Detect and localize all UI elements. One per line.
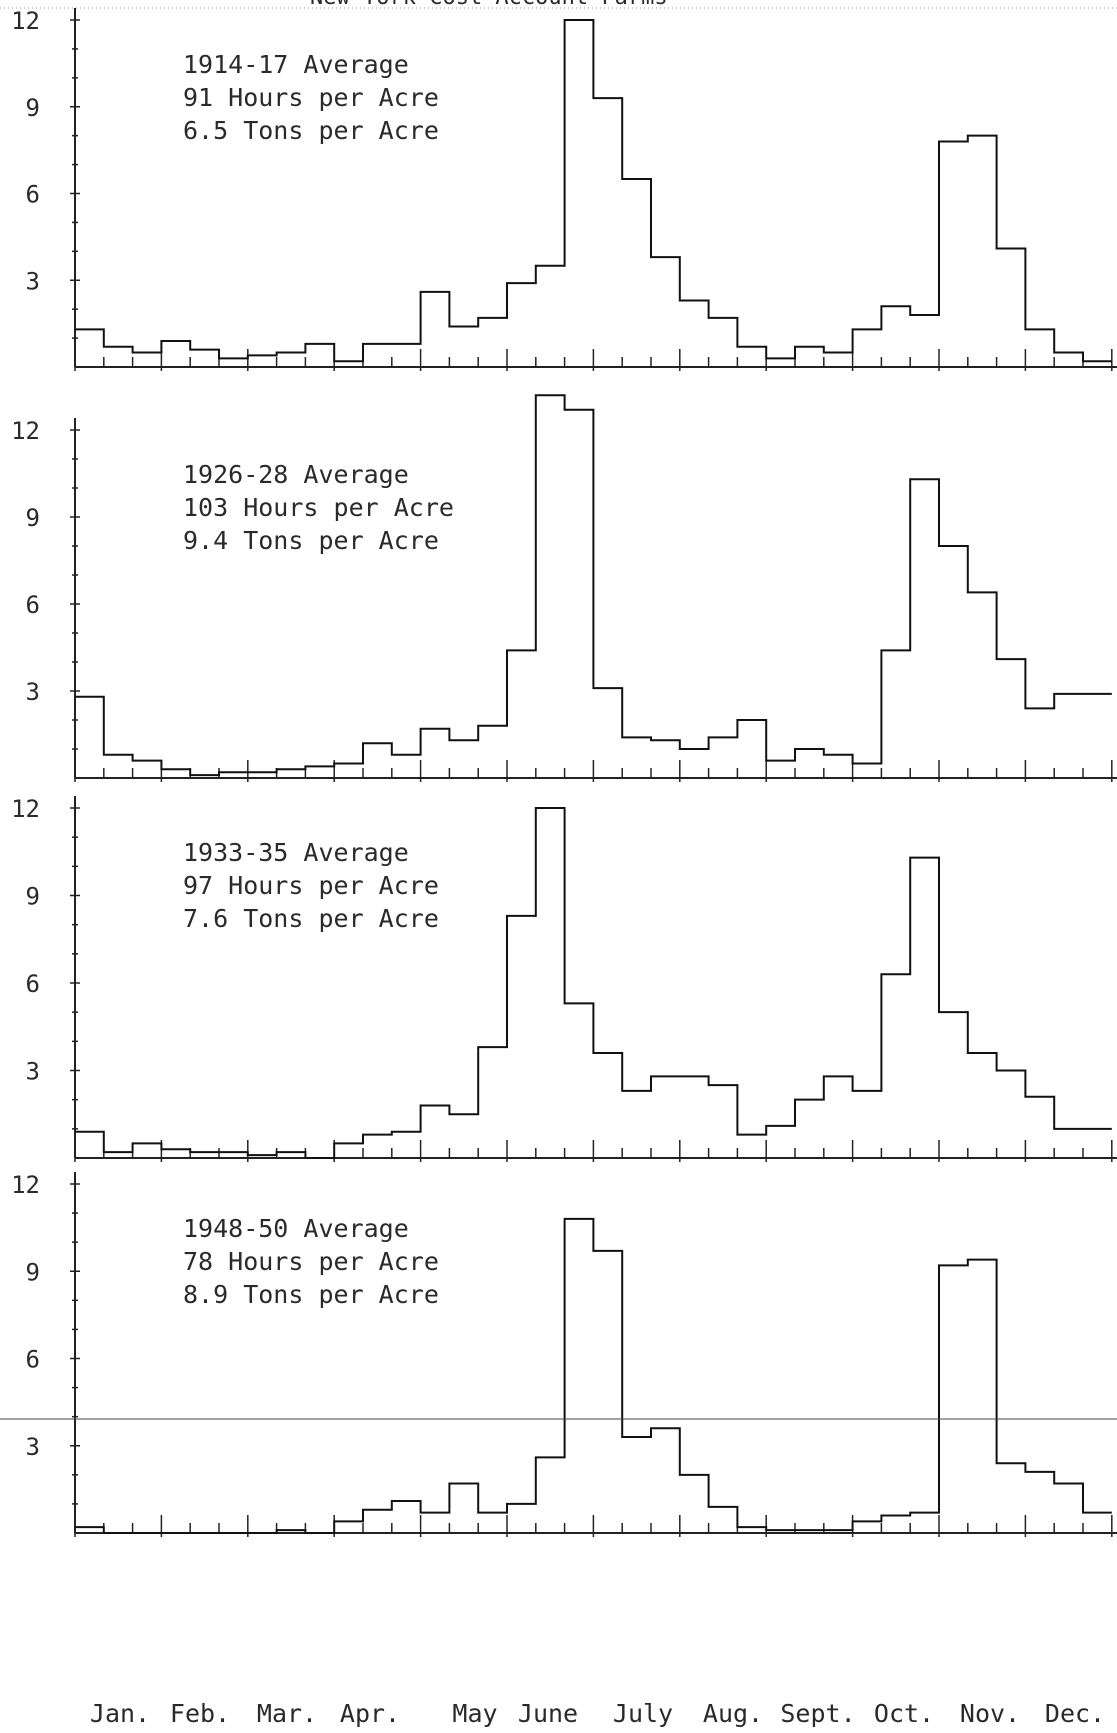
panel-4: 12 9 6 3 1948-50 Average 78 Hours per Acre 8.9… — [11, 1171, 1117, 1537]
header-fragment: New York Cost Account Farms — [310, 0, 668, 10]
y-tick-label: 6 — [26, 970, 40, 998]
y-tick-label: 3 — [26, 678, 40, 706]
month-label: Jan. — [90, 1699, 150, 1728]
y-tick-label: 9 — [26, 504, 40, 532]
y-tick-label: 9 — [26, 1258, 40, 1286]
month-label: Dec. — [1045, 1699, 1105, 1728]
panel-2: 12 9 6 3 1926-28 Average 103 Hours per Acre 9.… — [11, 394, 1117, 782]
y-tick-label: 9 — [26, 883, 40, 911]
y-tick-label: 9 — [26, 94, 40, 122]
panel-annotation-line: 103 Hours per Acre — [183, 493, 454, 522]
y-tick-label: 12 — [11, 795, 40, 823]
month-label: Nov. — [960, 1699, 1020, 1728]
y-tick-label: 6 — [26, 1346, 40, 1374]
panel-annotation-line: 1933-35 Average — [183, 838, 409, 867]
y-tick-label: 12 — [11, 417, 40, 445]
y-tick-label: 3 — [26, 1433, 40, 1461]
panel-annotation-line: 1948-50 Average — [183, 1214, 409, 1243]
y-tick-label: 12 — [11, 7, 40, 35]
panel-annotation-line: 1926-28 Average — [183, 460, 409, 489]
panel-annotation-line: 1914-17 Average — [183, 50, 409, 79]
panel-3: 12 9 6 3 1933-35 Average 97 Hours per Acre 7.6… — [11, 795, 1117, 1162]
y-tick-label: 3 — [26, 267, 40, 295]
month-label: Aug. — [703, 1699, 763, 1728]
month-label: Mar. — [257, 1699, 317, 1728]
y-tick-label: 6 — [26, 591, 40, 619]
panel-annotation-line: 8.9 Tons per Acre — [183, 1280, 439, 1309]
series-step-line — [75, 1217, 1112, 1534]
series-step-line — [75, 19, 1112, 363]
panel-annotation-line: 7.6 Tons per Acre — [183, 904, 439, 933]
panel-annotation-line: 97 Hours per Acre — [183, 871, 439, 900]
month-label: Apr. — [340, 1699, 400, 1728]
y-tick-label: 6 — [26, 181, 40, 209]
panel-annotation-line: 91 Hours per Acre — [183, 83, 439, 112]
series-step-line — [75, 394, 1112, 777]
y-tick-label: 12 — [11, 1171, 40, 1199]
month-label: Sept. — [780, 1699, 855, 1728]
month-label: July — [613, 1699, 673, 1728]
month-label: May — [452, 1699, 497, 1728]
month-label: Feb. — [170, 1699, 230, 1728]
month-label: June — [518, 1699, 578, 1728]
month-label: Oct. — [874, 1699, 934, 1728]
panel-1: 12 9 6 3 1914-17 Average 91 Hours per Acre 6.5… — [11, 7, 1117, 371]
panel-annotation-line: 6.5 Tons per Acre — [183, 116, 439, 145]
y-tick-label: 3 — [26, 1058, 40, 1086]
panel-annotation-line: 9.4 Tons per Acre — [183, 526, 439, 555]
panel-annotation-line: 78 Hours per Acre — [183, 1247, 439, 1276]
series-step-line — [75, 807, 1112, 1159]
